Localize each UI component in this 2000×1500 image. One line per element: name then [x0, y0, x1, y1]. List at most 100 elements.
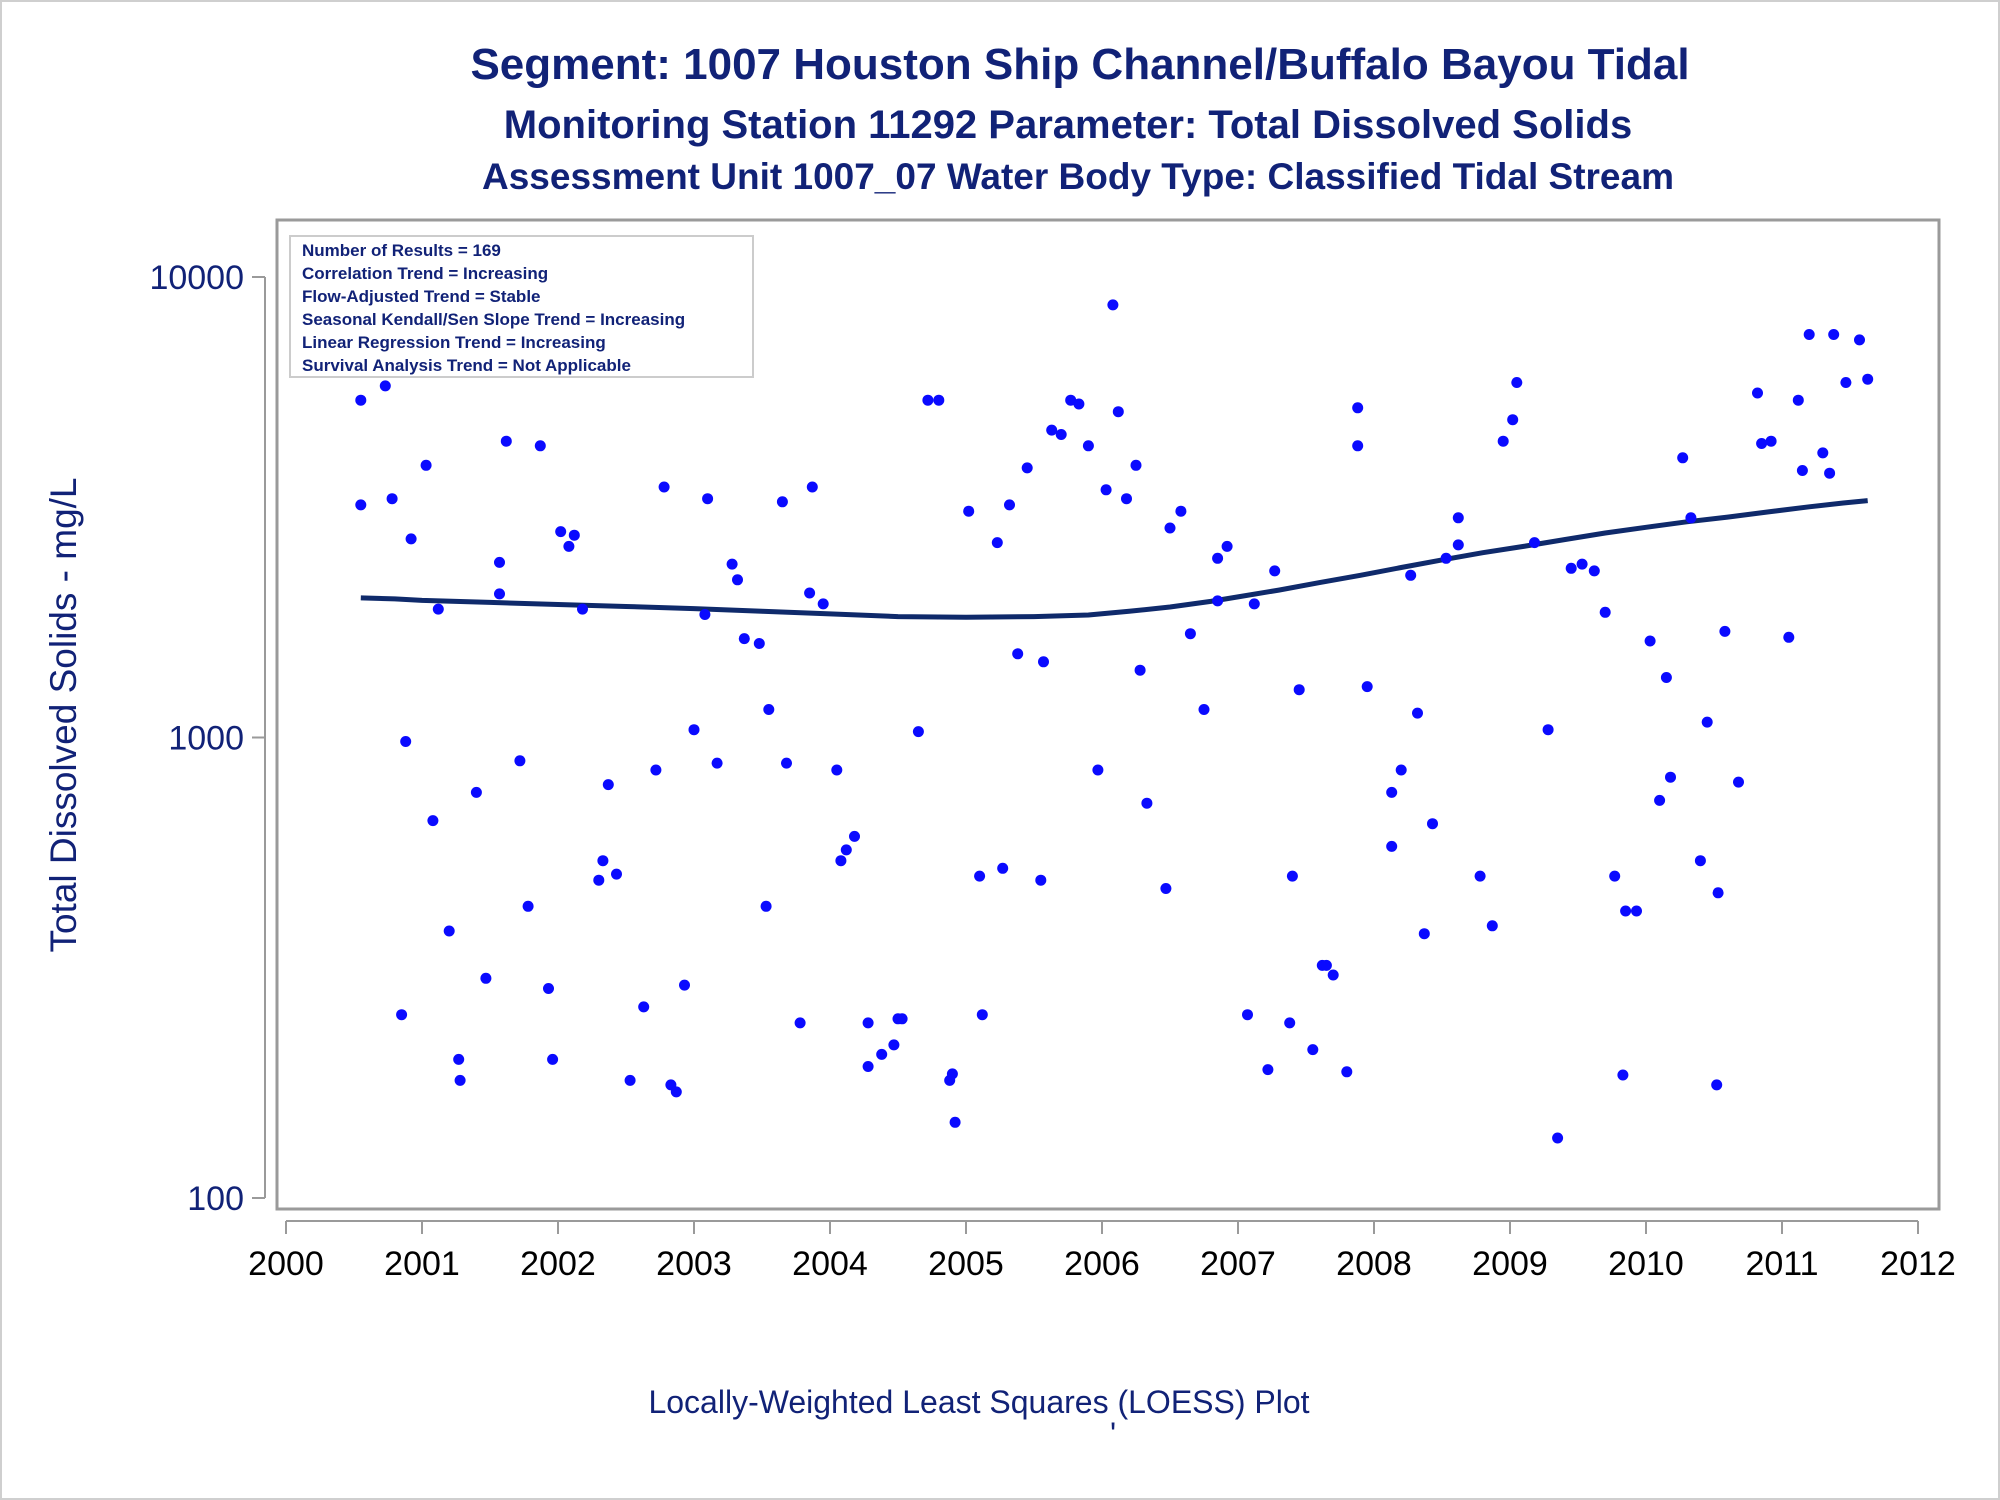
data-point: [624, 1074, 636, 1086]
data-point: [1665, 771, 1676, 783]
data-point: [568, 529, 580, 541]
data-point: [933, 394, 945, 406]
data-point: [1862, 373, 1874, 385]
data-point: [949, 1116, 961, 1128]
data-point: [563, 540, 575, 552]
data-point: [1440, 552, 1452, 564]
data-point: [776, 496, 788, 508]
data-point: [355, 394, 367, 406]
y-tick-label: 10000: [149, 259, 244, 297]
data-point: [1817, 447, 1829, 459]
data-point: [670, 1086, 682, 1098]
data-point: [804, 587, 816, 599]
data-point: [1012, 648, 1024, 660]
data-point: [1452, 512, 1464, 524]
data-point: [1765, 435, 1777, 447]
data-point: [534, 440, 546, 452]
data-point: [1783, 631, 1795, 643]
data-point: [1677, 452, 1689, 464]
data-point: [396, 1009, 408, 1021]
data-point: [1395, 764, 1407, 776]
data-point: [1055, 429, 1067, 440]
data-point: [1654, 794, 1666, 806]
data-point: [1486, 920, 1498, 932]
data-point: [1046, 424, 1058, 436]
data-point: [1733, 776, 1744, 788]
data-point: [840, 844, 852, 856]
stats-box-border: [289, 235, 754, 378]
data-point: [1242, 1009, 1253, 1021]
data-point: [355, 499, 367, 511]
data-point: [1107, 299, 1119, 311]
data-point: [543, 983, 554, 994]
data-point: [593, 874, 605, 886]
data-point: [1198, 704, 1210, 715]
data-point: [1038, 656, 1049, 668]
data-point: [405, 533, 417, 545]
data-point: [547, 1053, 559, 1065]
data-point: [1824, 467, 1836, 479]
data-point: [699, 609, 711, 620]
y-axis-label: Total Dissolved Solids - mg/L: [43, 477, 84, 952]
x-tick-label: 2012: [1880, 1245, 1956, 1283]
x-tick-label: 2011: [1745, 1245, 1818, 1283]
stats-line: Flow-Adjusted Trend = Stable: [302, 287, 541, 306]
plot-area: [275, 218, 1941, 1211]
data-point: [679, 979, 690, 991]
data-point: [1644, 635, 1656, 647]
data-point: [1386, 786, 1398, 798]
data-point: [997, 862, 1009, 874]
data-point: [1452, 539, 1464, 551]
data-point: [1497, 435, 1509, 447]
x-tick-label: 2009: [1472, 1245, 1548, 1283]
data-point: [1112, 406, 1124, 418]
stats-box: Number of Results = 169 Correlation Trend…: [289, 235, 754, 378]
data-point: [1828, 329, 1840, 340]
data-point: [1542, 724, 1554, 736]
data-point: [912, 726, 924, 738]
data-point: [1609, 870, 1621, 882]
data-point: [1212, 552, 1224, 564]
data-point: [386, 493, 398, 505]
data-point: [1293, 684, 1305, 696]
data-point: [1386, 840, 1398, 852]
data-point: [1073, 398, 1085, 410]
x-tick-label: 2005: [928, 1245, 1004, 1283]
data-point: [1035, 874, 1047, 886]
data-point: [726, 558, 738, 570]
data-point: [1719, 625, 1731, 637]
data-point: [1184, 628, 1196, 640]
data-point: [1511, 377, 1523, 388]
data-point: [1427, 818, 1438, 830]
data-point: [494, 588, 505, 600]
data-point: [1711, 1079, 1723, 1091]
stats-line: Seasonal Kendall/Sen Slope Trend = Incre…: [302, 310, 685, 329]
data-point: [597, 855, 609, 867]
data-point: [1631, 905, 1642, 917]
data-point: [1212, 595, 1224, 607]
data-point: [862, 1017, 874, 1029]
data-point: [1599, 606, 1611, 618]
data-point: [876, 1048, 888, 1060]
data-point: [831, 764, 843, 776]
data-point: [732, 574, 743, 586]
data-point: [1803, 329, 1815, 340]
data-point: [1092, 764, 1104, 776]
data-point: [1286, 870, 1298, 882]
data-point: [427, 815, 439, 827]
data-point: [1418, 928, 1430, 940]
x-tick-label: 2002: [520, 1245, 596, 1283]
x-tick-label: 2007: [1200, 1245, 1276, 1283]
data-point: [577, 603, 588, 615]
data-point: [1854, 334, 1865, 346]
data-point: [611, 868, 622, 880]
x-tick-label: 2008: [1336, 1245, 1412, 1283]
data-point: [1792, 394, 1804, 406]
loess-trend-line: [360, 498, 1868, 620]
data-point: [1507, 414, 1519, 426]
data-point: [638, 1001, 650, 1013]
stats-line: Linear Regression Trend = Increasing: [302, 333, 606, 352]
data-point: [991, 537, 1003, 549]
data-point: [896, 1013, 908, 1025]
data-point: [514, 755, 526, 767]
